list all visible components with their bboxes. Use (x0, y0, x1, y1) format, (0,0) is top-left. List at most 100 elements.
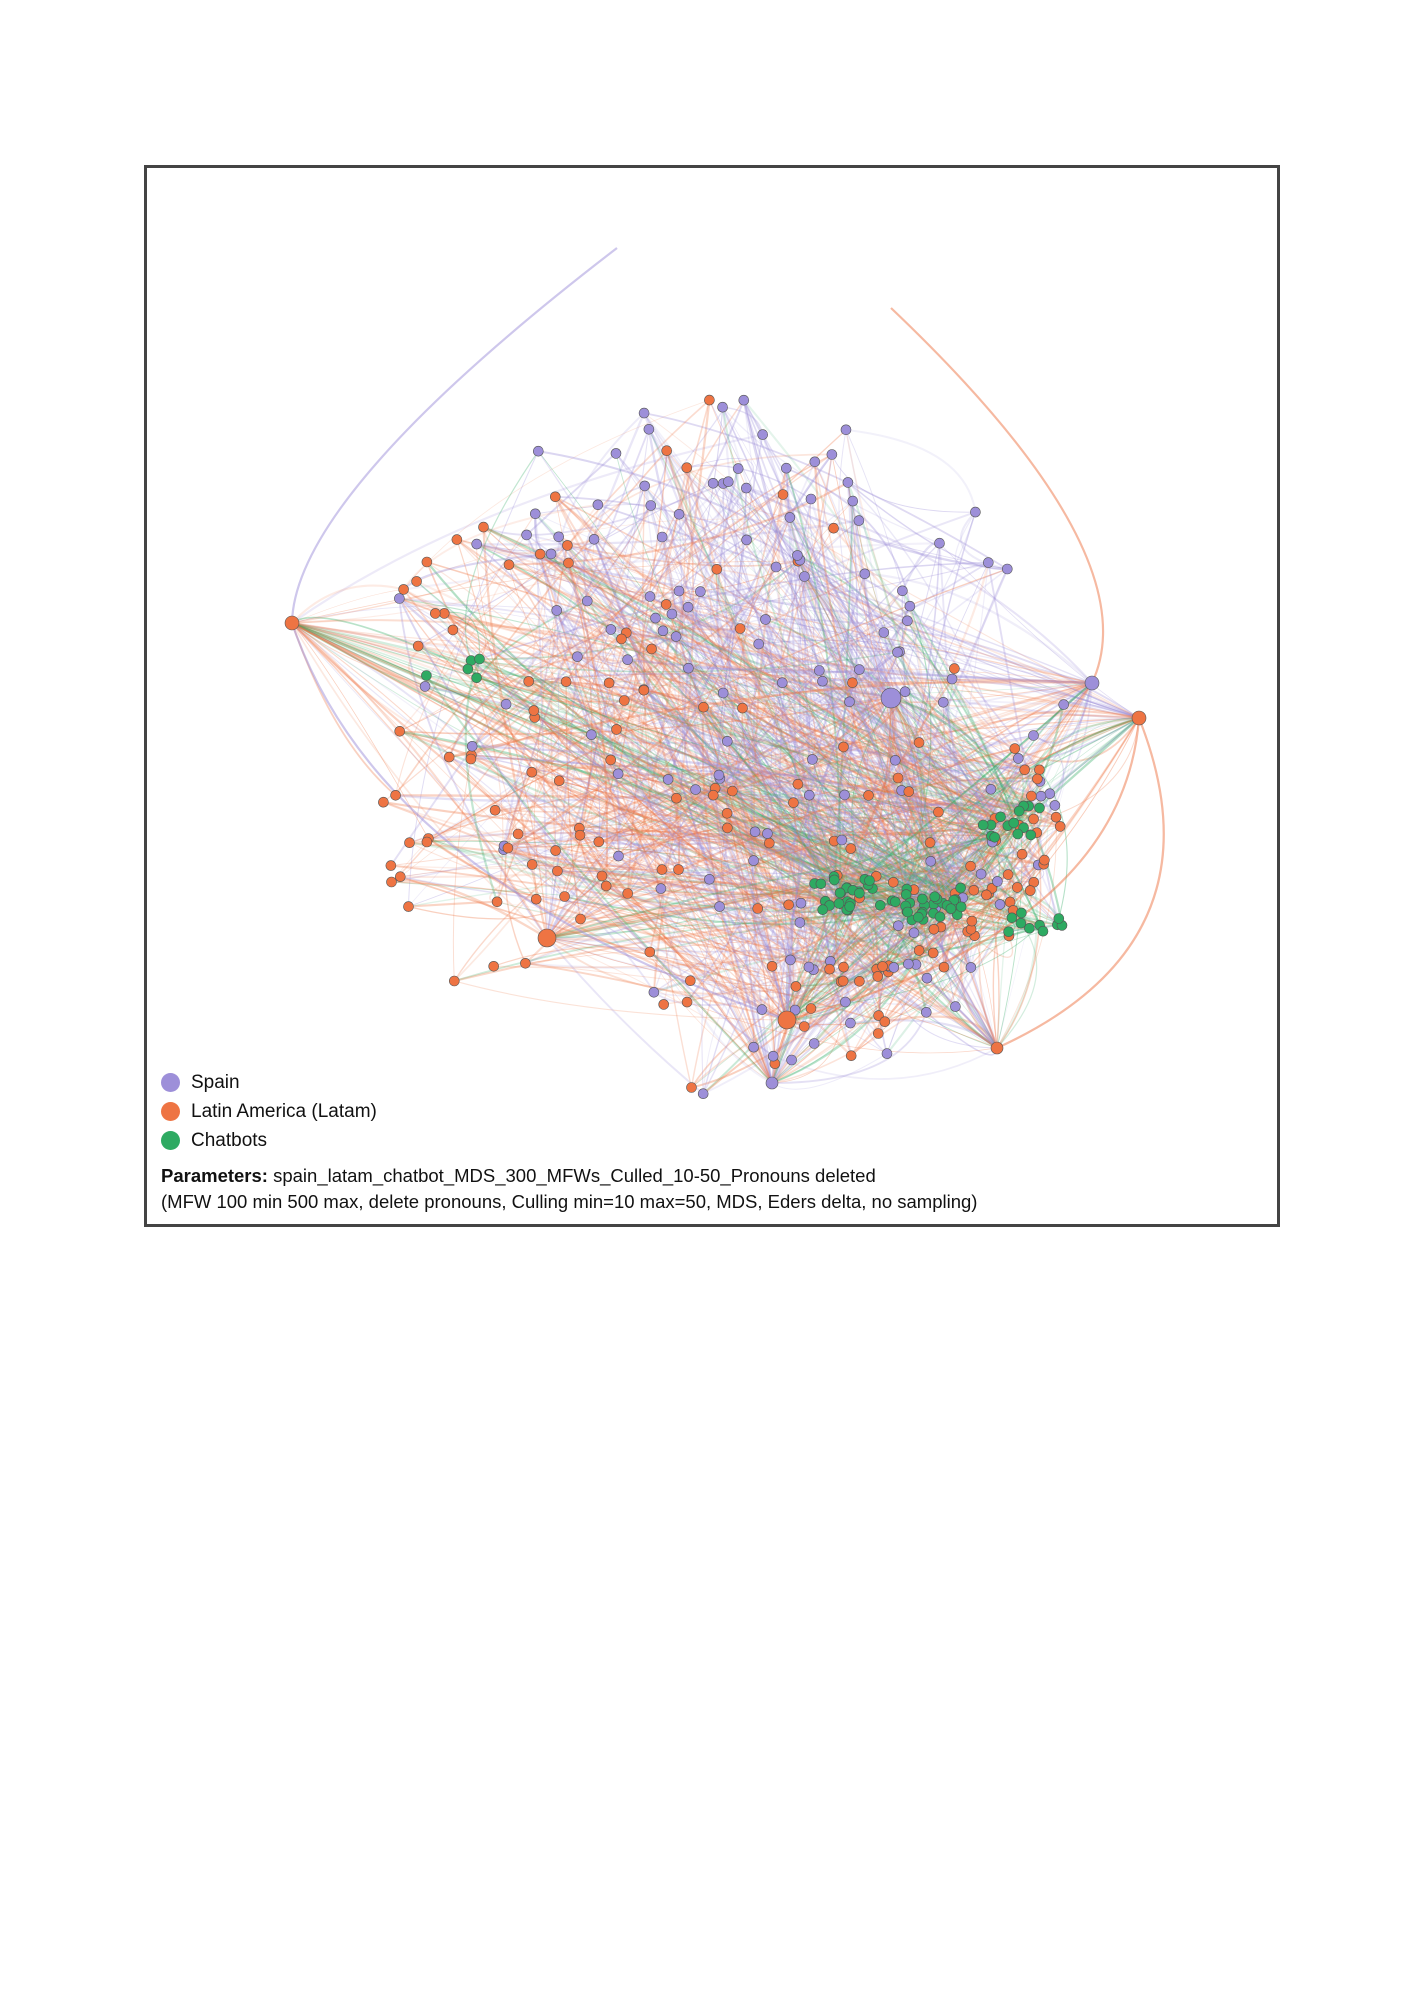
network-edge (686, 458, 754, 489)
network-edge (771, 543, 941, 1084)
network-edge (291, 616, 469, 670)
network-edge (688, 649, 953, 680)
network-edge (688, 667, 1093, 685)
network-edge (699, 591, 771, 844)
node-spain (471, 538, 483, 550)
node-latam (1039, 854, 1050, 866)
node-spain (946, 673, 958, 685)
node-latam (763, 837, 775, 849)
network-edge (678, 590, 801, 923)
network-edge (580, 717, 1140, 920)
network-edge (546, 836, 995, 939)
network-edge (818, 669, 993, 889)
network-edge (929, 702, 945, 843)
node-latam (924, 837, 936, 848)
network-edge (771, 893, 957, 1084)
network-edge (496, 638, 622, 902)
node-chatbots (1006, 912, 1018, 924)
node-latam (421, 556, 433, 568)
network-edge (456, 539, 548, 939)
network-edge (721, 406, 972, 968)
network-edge (803, 576, 926, 906)
network-edge (962, 769, 1041, 899)
node-chatbots (1003, 926, 1014, 938)
network-edge (598, 834, 955, 902)
node-latam (872, 971, 884, 982)
network-edge (564, 896, 941, 940)
network-edge (890, 697, 940, 813)
node-latam (447, 624, 459, 636)
network-edge (416, 518, 834, 582)
node-latam (837, 975, 849, 987)
network-edge (686, 1001, 998, 1054)
network-edge (741, 708, 822, 885)
network-edge (546, 931, 915, 953)
network-edge (786, 702, 944, 1021)
node-latam (502, 842, 514, 854)
node-spain (588, 533, 600, 545)
node-spain (394, 593, 405, 604)
network-edge (678, 590, 852, 1024)
network-edge (713, 794, 961, 889)
network-edge (822, 680, 1058, 818)
network-edge (702, 965, 890, 1095)
node-spain (853, 664, 865, 675)
network-edge (291, 622, 472, 760)
node-chatbots (1008, 817, 1020, 829)
network-edge (695, 788, 1055, 807)
network-edge (291, 622, 504, 850)
network-edge (559, 780, 1037, 837)
network-edge (716, 468, 744, 709)
network-edge (546, 769, 1040, 939)
node-latam (489, 804, 501, 816)
network-edge (920, 838, 993, 915)
network-edge (291, 622, 1061, 827)
node-chatbots (945, 903, 957, 915)
node-latam (981, 889, 992, 901)
network-edge (985, 894, 1000, 1049)
node-spain (714, 901, 725, 912)
network-edge (426, 674, 932, 863)
network-edge (391, 669, 860, 883)
network-edge (531, 771, 851, 905)
network-edge (918, 714, 1140, 744)
network-edge (797, 561, 1031, 891)
node-latam (600, 880, 612, 892)
network-edge (718, 559, 801, 907)
network-edge (291, 621, 1057, 819)
network-edge (732, 790, 907, 895)
network-edge (476, 485, 646, 552)
node-latam (1032, 773, 1043, 785)
node-spain (767, 1050, 779, 1062)
network-edge (482, 527, 549, 939)
network-edge (587, 600, 1041, 783)
network-edge (660, 887, 879, 978)
network-edge (291, 622, 799, 785)
network-edge (996, 810, 1038, 1049)
network-edge (291, 622, 1064, 706)
network-edge (813, 717, 1140, 971)
network-edge (743, 400, 788, 1021)
node-spain (673, 585, 685, 597)
node-latam (933, 806, 944, 818)
node-spain (466, 740, 478, 752)
network-edge (889, 697, 924, 913)
network-edge (714, 620, 908, 789)
network-edge (797, 554, 1019, 835)
network-edge (495, 809, 830, 906)
network-edge (643, 682, 1093, 706)
network-edge (579, 682, 1093, 837)
network-edge (649, 595, 996, 820)
network-edge (452, 629, 1032, 836)
node-latam (845, 843, 857, 854)
network-edge (643, 689, 908, 913)
node-latam (563, 557, 574, 569)
network-edge (291, 584, 404, 624)
network-edge (746, 539, 925, 906)
network-edge (471, 619, 766, 756)
network-edge (504, 771, 533, 964)
network-edge (502, 412, 646, 847)
network-edge (526, 646, 628, 682)
node-latam (284, 615, 300, 631)
node-chatbots (1025, 829, 1037, 841)
